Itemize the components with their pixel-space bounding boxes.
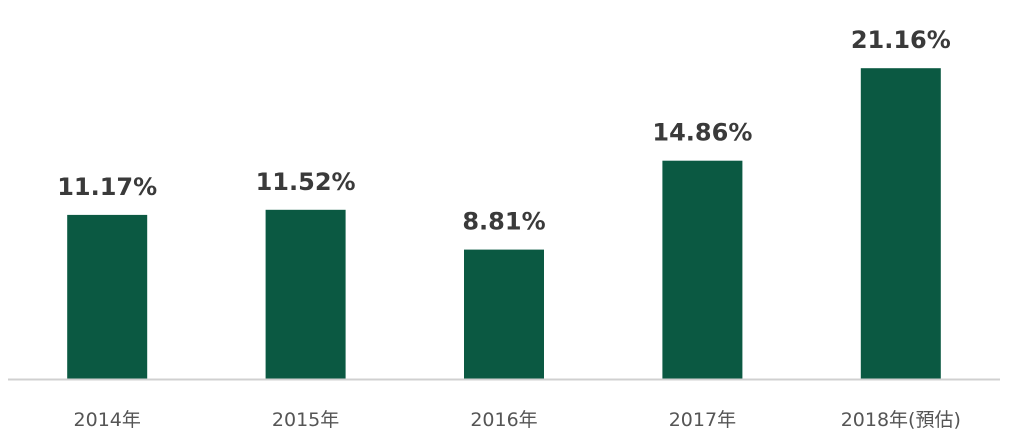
bar-value-label-2: 8.81% — [462, 208, 545, 236]
bars-layer — [67, 68, 941, 379]
x-tick-label-2: 2016年 — [470, 409, 537, 431]
x-tick-label-3: 2017年 — [669, 409, 736, 431]
bar-value-label-0: 11.17% — [57, 173, 157, 201]
x-tick-label-4: 2018年(預估) — [841, 409, 961, 431]
x-tick-label-0: 2014年 — [74, 409, 141, 431]
bar-3 — [662, 160, 743, 379]
x-axis-tick-labels: 2014年 2015年 2016年 2017年 2018年(預估) — [74, 409, 961, 431]
bar-value-label-3: 14.86% — [652, 119, 752, 147]
bar-value-label-4: 21.16% — [851, 26, 951, 54]
bar-0 — [67, 214, 148, 379]
bar-value-label-1: 11.52% — [256, 168, 356, 196]
bar-2 — [464, 249, 544, 379]
value-labels-layer: 11.17% 11.52% 8.81% 14.86% 21.16% — [57, 26, 951, 235]
bar-4 — [860, 68, 941, 379]
x-tick-label-1: 2015年 — [272, 409, 339, 431]
bar-1 — [265, 209, 346, 379]
